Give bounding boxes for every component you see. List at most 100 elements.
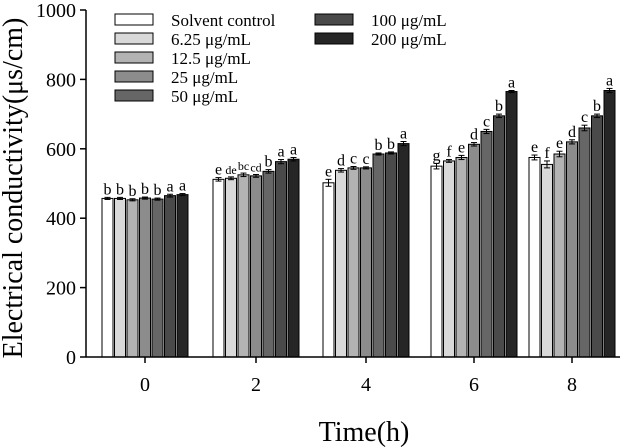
- legend-swatch: [114, 32, 154, 45]
- x-tick-label: 0: [140, 374, 150, 396]
- legend-label: 200 μg/mL: [371, 30, 447, 49]
- bar: [322, 182, 335, 358]
- y-tick-label: 0: [66, 347, 76, 369]
- bar: [262, 170, 275, 358]
- x-tick-label: 2: [251, 374, 261, 396]
- bar: [528, 156, 541, 358]
- significance-label: c: [362, 151, 369, 168]
- bar: [430, 165, 443, 358]
- x-tick-label: 8: [567, 374, 577, 396]
- significance-label: b: [154, 182, 162, 199]
- bar: [553, 153, 566, 358]
- bar: [493, 115, 505, 358]
- bar: [443, 160, 455, 358]
- bar: [480, 130, 493, 358]
- bar: [139, 197, 151, 358]
- significance-label: c: [350, 150, 357, 167]
- legend-swatch: [114, 89, 154, 102]
- significance-label: b: [129, 183, 137, 200]
- significance-label: a: [179, 178, 186, 195]
- bar: [212, 178, 225, 358]
- bar: [176, 194, 189, 358]
- bar: [360, 167, 372, 358]
- significance-label: a: [606, 72, 613, 89]
- bar: [287, 158, 300, 358]
- significance-label: e: [325, 163, 332, 180]
- bar: [164, 195, 176, 358]
- legend-swatch: [314, 13, 354, 26]
- bar: [505, 91, 518, 358]
- legend-label: Solvent control: [171, 11, 276, 30]
- significance-label: c: [483, 113, 490, 130]
- bar: [101, 197, 114, 358]
- legend-swatch: [114, 51, 154, 64]
- significance-label: de: [225, 163, 236, 177]
- x-tick-label: 4: [361, 374, 371, 396]
- bar: [591, 115, 603, 358]
- significance-label: a: [508, 75, 515, 92]
- legend-label: 6.25 μg/mL: [171, 30, 251, 49]
- x-axis-title: Time(h): [319, 417, 410, 447]
- significance-label: b: [104, 181, 112, 198]
- significance-label: b: [375, 137, 383, 154]
- bar: [468, 143, 480, 358]
- y-tick-label: 800: [46, 69, 76, 91]
- bar: [237, 174, 250, 358]
- significance-label: e: [458, 139, 465, 156]
- significance-label: d: [337, 153, 345, 170]
- axes: 0 200 400 600 800 1000 0 2 4 6 8: [36, 0, 620, 396]
- significance-label: b: [141, 181, 149, 198]
- significance-label: g: [433, 147, 441, 164]
- bar: [335, 169, 347, 358]
- y-tick-label: 1000: [36, 0, 76, 22]
- bar: [275, 161, 287, 358]
- significance-label: bc: [238, 159, 249, 173]
- bar: [151, 198, 164, 358]
- significance-label: b: [116, 181, 124, 198]
- bar: [455, 156, 468, 358]
- bar: [225, 177, 237, 358]
- significance-label: b: [387, 136, 395, 153]
- y-tick-label: 600: [46, 139, 76, 161]
- significance-label: a: [277, 144, 284, 161]
- y-tick-label: 400: [46, 208, 76, 230]
- bar: [603, 90, 616, 358]
- bar: [385, 152, 397, 358]
- bar: [372, 153, 385, 358]
- legend-label: 12.5 μg/mL: [171, 49, 251, 68]
- bar: [566, 141, 578, 358]
- legend-swatch: [114, 70, 154, 83]
- significance-label: e: [531, 139, 538, 156]
- x-tick-label: 6: [469, 374, 479, 396]
- bar: [250, 175, 262, 358]
- bar: [347, 167, 360, 358]
- significance-label: e: [215, 162, 222, 179]
- legend-swatch: [314, 32, 354, 45]
- significance-label: d: [568, 124, 576, 141]
- legend-swatch: [114, 13, 154, 26]
- bar: [541, 163, 553, 358]
- significance-label: b: [495, 98, 503, 115]
- significance-label: d: [470, 127, 478, 144]
- significance-label: a: [166, 178, 173, 195]
- bar: [578, 127, 591, 358]
- legend-label: 25 μg/mL: [171, 68, 238, 87]
- y-axis-title: Electrical conductivity(μs/cm): [0, 18, 29, 359]
- bar: [114, 197, 126, 358]
- significance-label: cd: [250, 160, 261, 174]
- significance-label: f: [446, 144, 452, 161]
- significance-label: a: [290, 141, 297, 158]
- significance-label: b: [593, 98, 601, 115]
- y-tick-label: 200: [46, 278, 76, 300]
- significance-label: c: [581, 109, 588, 126]
- significance-label: f: [544, 145, 550, 162]
- legend-label: 100 μg/mL: [371, 11, 447, 30]
- bar: [397, 143, 410, 358]
- legend-label: 50 μg/mL: [171, 87, 238, 106]
- significance-label: b: [265, 154, 273, 171]
- significance-label: a: [400, 126, 407, 143]
- bar: [126, 199, 139, 358]
